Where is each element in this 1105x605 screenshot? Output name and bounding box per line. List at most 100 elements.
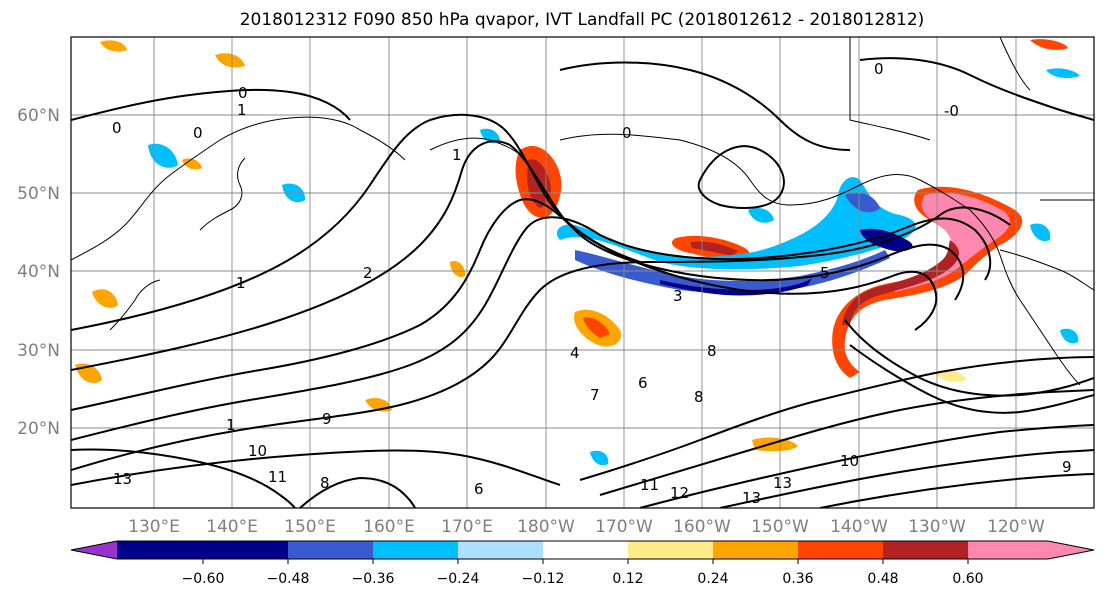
map-frame [70, 36, 1095, 509]
contour-0a [71, 113, 641, 331]
lon-label: 160°E [363, 517, 415, 537]
colorbar-tick-label: 0.12 [612, 571, 643, 587]
lat-label: 60°N [17, 106, 60, 126]
patch-orange-2 [1030, 39, 1068, 50]
patch-cyan-7 [1046, 68, 1080, 78]
contour-label: 0 [238, 84, 248, 102]
contour-label: 2 [363, 264, 373, 282]
contour-label: 5 [820, 264, 830, 282]
patch-yellow-1 [935, 370, 966, 382]
lon-label: 170°W [595, 517, 653, 537]
colorbar-tick-label: 0.24 [697, 571, 728, 587]
negative-anomaly-shading [148, 68, 1080, 466]
lon-label: 130°E [128, 517, 180, 537]
contour-label: 9 [1062, 458, 1072, 476]
colorbar-extend-left [71, 541, 117, 559]
contour-label: 0 [193, 124, 203, 142]
patch-amber-9 [182, 158, 202, 170]
contour-0c [559, 61, 851, 151]
patch-cyan-3 [480, 128, 500, 144]
patch-cyan-1 [148, 143, 178, 168]
colorbar-segment [288, 541, 373, 559]
contour-label: 8 [707, 342, 717, 360]
contour-4 [71, 206, 1011, 471]
colorbar-tick-label: 0.48 [867, 571, 898, 587]
lon-label: 120°W [987, 517, 1045, 537]
lon-label: 140°W [830, 517, 888, 537]
colorbar-tick-label: −0.12 [522, 571, 565, 587]
patch-amber-2 [752, 437, 798, 452]
contour-label: 0 [874, 60, 884, 78]
lat-label: 20°N [17, 419, 60, 439]
positive-anomaly-shading [75, 39, 1068, 452]
contour-label: 1 [236, 274, 246, 292]
contour-label: 0 [622, 124, 632, 142]
asia-coast [71, 116, 406, 261]
contour-ar-a [849, 344, 1094, 414]
contour-label: 1 [226, 416, 236, 434]
colorbar-segment [883, 541, 968, 559]
lat-label: 40°N [17, 262, 60, 282]
graticule [71, 37, 1094, 508]
contour-label: 0 [112, 119, 122, 137]
contour-0e [697, 145, 785, 209]
colorbar-segment [117, 541, 203, 559]
contour-11a [71, 448, 296, 508]
lon-label: 150°E [284, 517, 336, 537]
contour-label: 10 [840, 452, 859, 470]
contour-label: -0 [944, 102, 959, 120]
patch-cyan-4 [748, 208, 774, 223]
contour-lines [71, 57, 1094, 508]
jet-band-cyan [556, 177, 916, 270]
contour-label: 11 [268, 468, 287, 486]
colorbar-segment [798, 541, 883, 559]
contour-label: 3 [673, 287, 683, 305]
lon-label: 150°W [751, 517, 809, 537]
contour-label: 9 [322, 410, 332, 428]
colorbar-outline [70, 540, 1095, 560]
contour-label: 4 [570, 344, 580, 362]
jet-band-dark [660, 278, 812, 296]
lon-label: 160°W [673, 517, 731, 537]
patch-cyan-5 [1030, 223, 1051, 242]
contour-5 [71, 449, 561, 486]
chukotka-coast [429, 137, 521, 156]
map-panel: 0 0 0 0 0 1 1 1 2 3 4 5 6 6 7 8 8 9 10 1… [70, 36, 1095, 509]
patch-amber-5 [215, 53, 245, 68]
colorbar-segment [373, 541, 458, 559]
colorbar-segment [203, 541, 288, 559]
contour-7 [599, 389, 1094, 496]
contour-label: 13 [773, 474, 792, 492]
colorbar-segment [628, 541, 713, 559]
contour-8 [639, 424, 1094, 508]
jet-band-blue [575, 250, 890, 294]
longitude-axis: 130°E 140°E 150°E 160°E 170°E 180°W 170°… [128, 517, 1045, 537]
figure-title: 2018012312 F090 850 hPa qvapor, IVT Land… [240, 10, 925, 30]
contour-12a [299, 476, 416, 508]
contour-label: 12 [670, 484, 689, 502]
latitude-axis: 60°N 50°N 40°N 30°N 20°N [17, 106, 60, 439]
contour-0d [859, 57, 1094, 121]
lon-label: 140°E [206, 517, 258, 537]
patch-cyan-8 [590, 450, 609, 466]
us-state-lines [999, 249, 1094, 291]
contour-label-group: 0 0 0 0 0 1 1 1 2 3 4 5 6 6 7 8 8 9 10 1… [112, 60, 1072, 507]
colorbar-tick-label: −0.48 [267, 571, 310, 587]
colorbar-segment [543, 541, 628, 559]
contour-label: 6 [474, 480, 484, 498]
colorbar-segment [968, 541, 1048, 559]
contour-label: 11 [640, 476, 659, 494]
contour-0b [71, 88, 351, 121]
ar-band-pink [888, 192, 1010, 292]
colorbar-segment [458, 541, 543, 559]
alaska-coast [559, 133, 971, 211]
patch-amber-8 [100, 40, 127, 52]
china-coast [109, 279, 161, 331]
patch-orange-1 [583, 317, 610, 338]
lat-label: 30°N [17, 341, 60, 361]
japan-coast [199, 157, 246, 231]
contour-label: 6 [638, 374, 648, 392]
lon-label: 130°W [908, 517, 966, 537]
contour-label: 7 [590, 386, 600, 404]
jet-core-blue [845, 192, 880, 213]
